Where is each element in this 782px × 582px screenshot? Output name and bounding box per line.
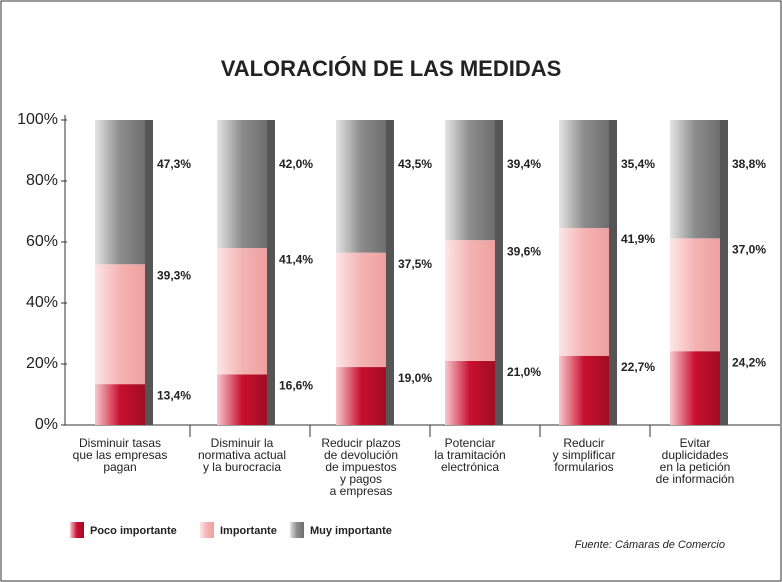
x-tick-label: Disminuir tasas que las empresas pagan (72, 436, 168, 474)
chart-title: VALORACIÓN DE LAS MEDIDAS (221, 56, 562, 81)
bar-segment (336, 367, 386, 425)
bar-segment (95, 264, 145, 385)
value-label: 22,7% (621, 360, 655, 374)
bar-segment (217, 248, 267, 375)
value-label: 35,4% (621, 157, 655, 171)
value-label: 19,0% (398, 371, 432, 385)
value-label: 47,3% (157, 157, 191, 171)
bar-segment (445, 360, 495, 425)
value-label: 41,4% (279, 252, 313, 266)
value-label: 41,9% (621, 232, 655, 246)
legend-label: Importante (220, 525, 277, 537)
bar-segment (336, 120, 386, 253)
bar-segment (445, 240, 495, 361)
bar-segment (559, 120, 609, 228)
x-tick-label: Reducir y simplificar formularios (552, 436, 616, 474)
y-tick-label: 20% (26, 355, 58, 372)
bar-shadow (145, 120, 153, 425)
y-tick-label: 60% (26, 233, 58, 250)
bar-segment (95, 120, 145, 265)
value-label: 38,8% (732, 157, 766, 171)
bar-segment (670, 120, 720, 239)
x-tick-label: Reducir plazos de devolución de impuesto… (321, 436, 401, 498)
value-label: 42,0% (279, 157, 313, 171)
value-label: 39,3% (157, 268, 191, 282)
bar-segment (559, 227, 609, 356)
y-tick-label: 100% (17, 111, 58, 128)
bar-shadow (386, 120, 394, 425)
bar-segment (670, 351, 720, 425)
y-tick-label: 40% (26, 294, 58, 311)
value-label: 24,2% (732, 355, 766, 369)
value-label: 21,0% (507, 365, 541, 379)
legend-label: Muy importante (310, 525, 392, 537)
y-tick-label: 80% (26, 172, 58, 189)
value-label: 39,6% (507, 244, 541, 258)
value-label: 37,5% (398, 257, 432, 271)
x-tick-label: Disminuir la normativa actual y la buroc… (197, 436, 287, 474)
value-label: 39,4% (507, 157, 541, 171)
bar-segment (445, 120, 495, 241)
bar-segment (559, 355, 609, 425)
bar-shadow (495, 120, 503, 425)
bar-shadow (720, 120, 728, 425)
bar-segment (217, 120, 267, 249)
legend-swatch (70, 522, 84, 538)
value-label: 43,5% (398, 157, 432, 171)
y-tick-label: 0% (35, 416, 58, 433)
bar-segment (336, 252, 386, 368)
bar-shadow (267, 120, 275, 425)
legend-swatch (290, 522, 304, 538)
value-label: 13,4% (157, 388, 191, 402)
x-tick-label: Potenciar la tramitación electrónica (434, 436, 506, 474)
x-tick-label: Evitar duplicidades en la petición de in… (655, 436, 735, 486)
bar-segment (217, 374, 267, 425)
legend-label: Poco importante (90, 525, 177, 537)
bar-segment (95, 384, 145, 425)
legend-swatch (200, 522, 214, 538)
value-label: 16,6% (279, 379, 313, 393)
value-label: 37,0% (732, 243, 766, 257)
bar-shadow (609, 120, 617, 425)
bar-segment (670, 238, 720, 352)
source: Fuente: Cámaras de Comercio (575, 539, 725, 551)
